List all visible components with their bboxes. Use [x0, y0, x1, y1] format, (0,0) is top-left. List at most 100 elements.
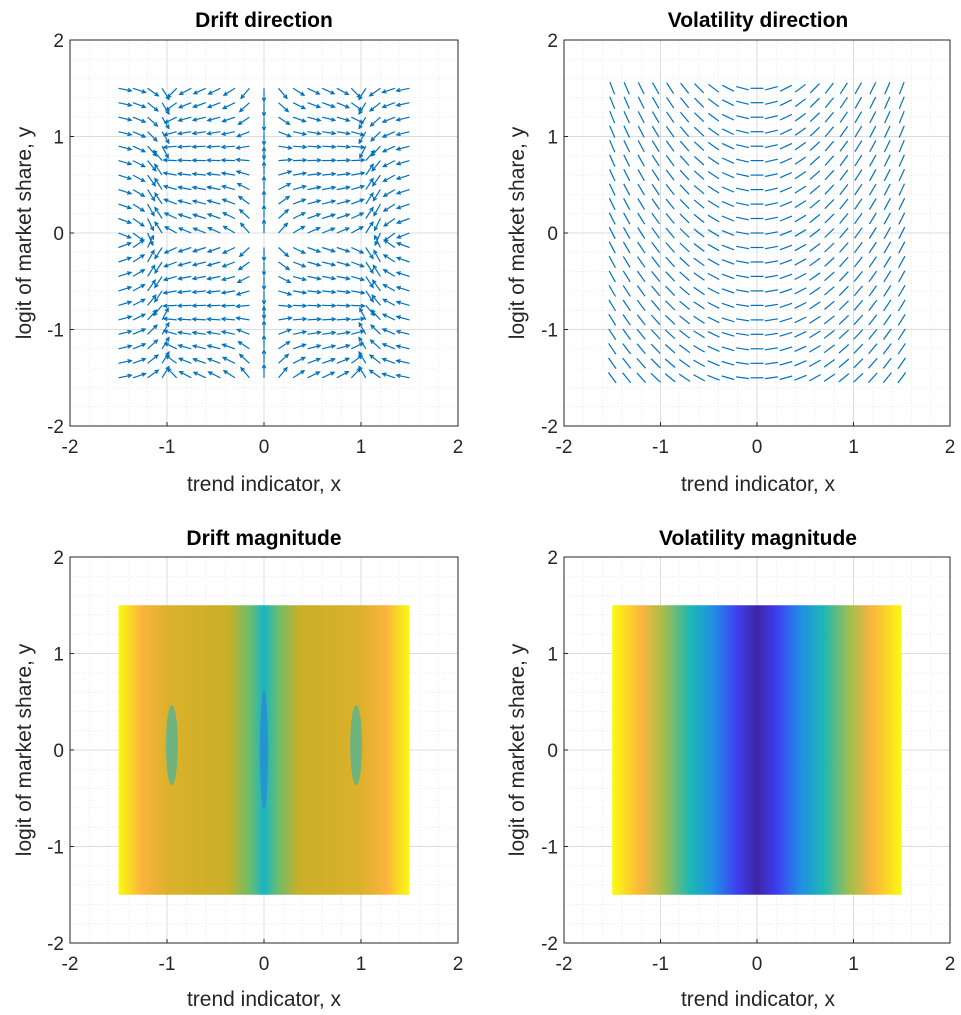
vector-arrow [693, 213, 705, 224]
vector-arrow [823, 329, 835, 339]
vector-arrow [622, 241, 631, 254]
vector-arrowhead [381, 103, 387, 109]
vector-arrowhead [220, 131, 227, 136]
vector-arrowhead [374, 234, 379, 240]
vector-arrowhead [237, 265, 243, 271]
vector-arrowhead [370, 309, 376, 315]
vector-arrow [898, 183, 906, 196]
vector-arrow [147, 235, 154, 248]
vector-arrow [736, 158, 750, 163]
x-tick-label: -2 [556, 437, 573, 458]
vector-arrow [336, 371, 349, 379]
vector-arrow [278, 367, 288, 379]
vector-arrow [623, 183, 631, 196]
vector-arrow [193, 227, 207, 234]
vector-arrow [292, 246, 306, 254]
vector-arrow [351, 342, 364, 350]
vector-arrow [396, 330, 410, 335]
x-tick-label: 1 [848, 437, 859, 458]
vector-arrow [239, 353, 250, 364]
vector-arrow [824, 271, 835, 282]
vector-arrow [794, 170, 807, 180]
vector-arrow [336, 87, 349, 95]
vector-arrow [651, 256, 661, 268]
vector-arrow [336, 213, 350, 220]
vector-arrowhead [359, 184, 366, 190]
vector-arrowhead [236, 328, 242, 333]
vector-arrow [278, 353, 289, 364]
vector-arrowhead [191, 303, 197, 308]
vector-arrowhead [164, 106, 171, 112]
vector-arrowhead [301, 198, 307, 203]
vector-arrow [118, 271, 132, 277]
vector-arrow [868, 227, 877, 239]
x-tick-label: 2 [945, 437, 956, 458]
vector-arrow [370, 339, 381, 350]
y-tick-label: -1 [47, 838, 64, 859]
vector-arrowhead [177, 262, 183, 267]
vector-arrow [382, 102, 396, 108]
vector-arrowhead [164, 307, 169, 313]
vector-arrow [240, 87, 250, 99]
vector-arrowhead [236, 278, 242, 284]
vector-arrow [132, 218, 145, 227]
vector-arrow [637, 169, 645, 182]
vector-arrowhead [238, 107, 244, 113]
vector-arrow [897, 343, 906, 355]
vector-arrowhead [140, 207, 146, 212]
vector-arrowhead [166, 367, 172, 373]
vector-arrow [824, 228, 835, 238]
vector-arrow [898, 270, 906, 283]
vector-arrowhead [206, 117, 212, 122]
vector-arrow [679, 271, 690, 282]
vector-arrowhead [345, 185, 351, 190]
vector-arrow [383, 284, 396, 292]
vector-arrowhead [395, 242, 402, 247]
vector-arrow [307, 227, 320, 234]
chart-title: Drift direction [195, 9, 333, 32]
vector-arrow [779, 157, 793, 164]
vector-arrowhead [330, 371, 336, 376]
vector-arrowhead [345, 213, 351, 218]
vector-arrow [608, 357, 617, 369]
vector-arrow [147, 279, 156, 292]
vector-arrow [693, 359, 706, 368]
vector-arrow [764, 245, 779, 250]
vector-arrowhead [205, 144, 212, 150]
vector-arrow [236, 317, 250, 321]
vector-arrow [779, 317, 793, 323]
vector-arrow [779, 360, 793, 366]
vector-arrowhead [151, 279, 157, 285]
vector-arrow [192, 116, 206, 121]
vector-arrow [854, 198, 863, 210]
vector-arrow [650, 300, 661, 311]
vector-arrow [664, 314, 676, 325]
vector-arrow [350, 102, 363, 111]
vector-arrow [809, 170, 821, 180]
vector-arrowhead [315, 357, 322, 363]
vector-arrow [609, 81, 616, 95]
vector-arrow [721, 171, 735, 179]
vector-arrow [179, 87, 192, 95]
vector-arrow [351, 172, 365, 176]
vector-arrow [665, 169, 675, 181]
vector-arrowhead [370, 136, 376, 142]
vector-arrow [736, 144, 750, 149]
vector-arrow [735, 274, 750, 279]
vector-arrowhead [127, 329, 133, 335]
vector-arrow [278, 304, 292, 307]
vector-arrow [883, 198, 891, 211]
vector-arrow [396, 359, 410, 364]
vector-arrowhead [395, 146, 401, 151]
vector-arrow [898, 197, 906, 211]
vector-arrow [637, 125, 645, 138]
vector-arrow [132, 373, 146, 379]
vector-arrowhead [344, 90, 350, 96]
vector-arrow [383, 298, 396, 306]
vector-arrow [147, 369, 159, 379]
vector-arrow [693, 286, 705, 296]
vector-arrowhead [283, 222, 289, 228]
vector-arrowhead [162, 171, 168, 176]
vector-arrow [351, 145, 365, 148]
vector-arrow [665, 256, 675, 268]
